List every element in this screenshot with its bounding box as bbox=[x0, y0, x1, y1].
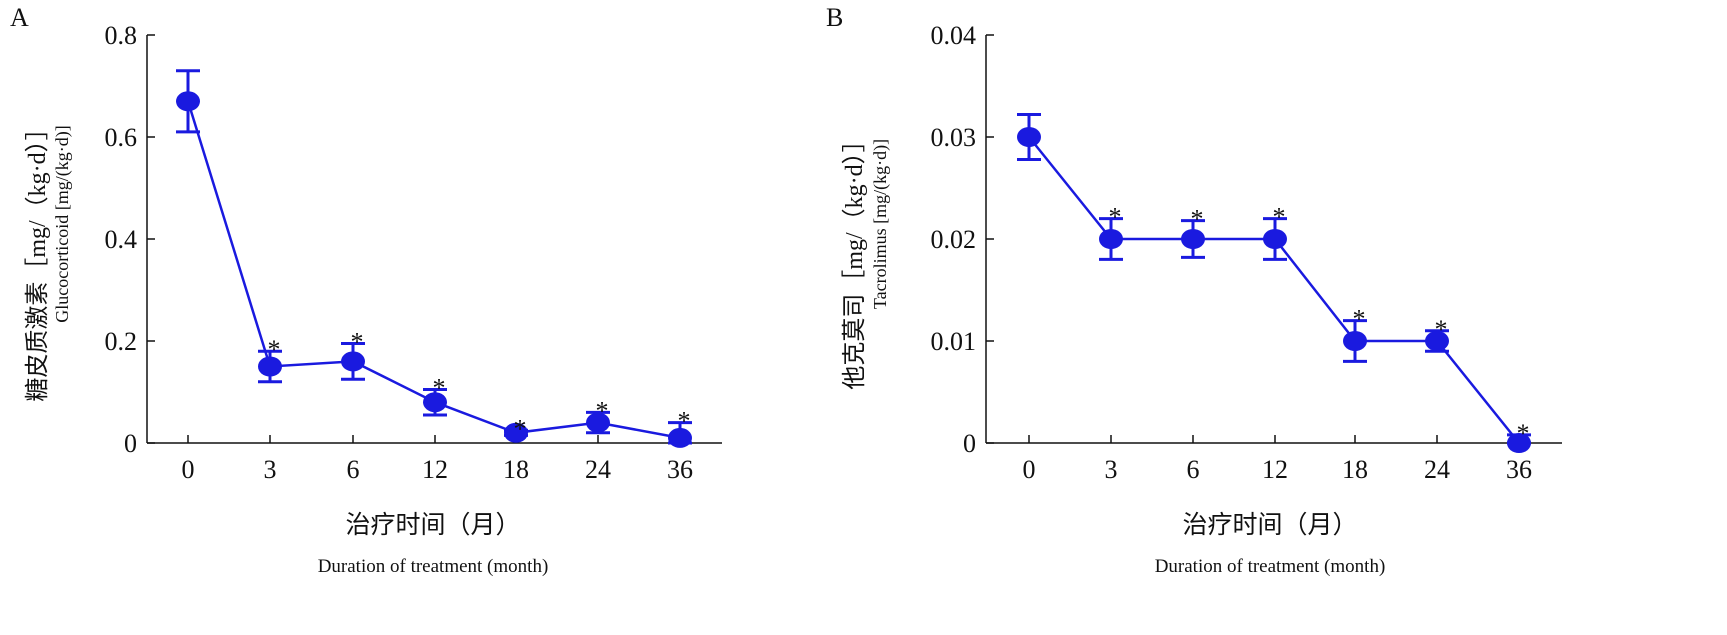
x-axis-title-en: Duration of treatment (month) bbox=[1155, 556, 1386, 577]
significance-marker: * bbox=[678, 407, 691, 436]
data-point bbox=[1263, 229, 1287, 249]
data-point bbox=[176, 91, 200, 112]
significance-marker: * bbox=[268, 335, 281, 364]
x-axis-title-cn: 治疗时间（月） bbox=[1182, 511, 1357, 539]
data-point bbox=[1343, 331, 1367, 351]
y-axis-title-en: Glucocorticoid [mg/(kg·d)] bbox=[52, 125, 73, 322]
y-axis-title-cn: 糖皮质激素［mg/（kg·d）］ bbox=[24, 116, 51, 401]
data-point bbox=[1099, 229, 1123, 249]
y-tick-label: 0.4 bbox=[105, 225, 138, 254]
x-tick-label: 0 bbox=[1023, 455, 1036, 484]
x-tick-label: 3 bbox=[264, 455, 277, 484]
y-tick-label: 0.01 bbox=[931, 327, 977, 356]
data-point bbox=[1425, 331, 1449, 351]
y-tick-label: 0 bbox=[963, 429, 976, 458]
data-point bbox=[586, 412, 610, 433]
x-tick-label: 6 bbox=[1187, 455, 1200, 484]
significance-marker: * bbox=[1191, 205, 1204, 234]
y-axis-title-en: Tacrolimus [mg/(kg·d)] bbox=[870, 139, 891, 309]
panel-label: A bbox=[10, 3, 29, 32]
significance-marker: * bbox=[1273, 203, 1286, 232]
significance-marker: * bbox=[1353, 305, 1366, 334]
significance-marker: * bbox=[351, 328, 364, 357]
x-tick-label: 18 bbox=[1342, 455, 1368, 484]
x-tick-label: 36 bbox=[1506, 455, 1532, 484]
y-tick-label: 0.04 bbox=[931, 21, 977, 50]
data-point bbox=[1181, 229, 1205, 249]
data-point bbox=[1017, 127, 1041, 147]
significance-marker: * bbox=[1109, 203, 1122, 232]
x-tick-label: 36 bbox=[667, 455, 693, 484]
significance-marker: * bbox=[596, 396, 609, 425]
x-tick-label: 6 bbox=[347, 455, 360, 484]
panel-label: B bbox=[826, 3, 843, 32]
y-tick-label: 0.02 bbox=[931, 225, 977, 254]
x-tick-label: 12 bbox=[422, 455, 448, 484]
y-axis-title-cn: 他克莫司［mg/（kg·d）］ bbox=[841, 128, 868, 389]
y-tick-label: 0 bbox=[124, 429, 137, 458]
y-tick-label: 0.2 bbox=[105, 327, 138, 356]
data-point bbox=[504, 422, 528, 443]
significance-marker: * bbox=[1435, 315, 1448, 344]
significance-marker: * bbox=[433, 373, 446, 402]
y-tick-label: 0.03 bbox=[931, 123, 977, 152]
x-axis-title-cn: 治疗时间（月） bbox=[345, 511, 520, 539]
y-tick-label: 0.6 bbox=[105, 123, 138, 152]
y-tick-label: 0.8 bbox=[105, 21, 138, 50]
chart-panel-b: B00.010.020.030.040 3 6 12 18 24 36治疗时间（月）Dura… bbox=[826, 3, 1562, 577]
x-tick-label: 3 bbox=[1105, 455, 1118, 484]
x-tick-label: 24 bbox=[1424, 455, 1450, 484]
x-tick-label: 12 bbox=[1262, 455, 1288, 484]
x-tick-label: 24 bbox=[585, 455, 611, 484]
x-tick-label: 18 bbox=[503, 455, 529, 484]
series-line bbox=[1028, 136, 1520, 444]
data-point bbox=[1507, 433, 1531, 453]
data-point bbox=[668, 427, 692, 448]
data-point bbox=[423, 392, 447, 413]
chart-panel-a: A00.20.40.60.80 3 6 12 18 24 36治疗时间（月）Duration… bbox=[10, 3, 722, 577]
data-point bbox=[341, 351, 365, 372]
data-point bbox=[258, 356, 282, 377]
significance-marker: * bbox=[1517, 419, 1530, 448]
x-tick-label: 0 bbox=[182, 455, 195, 484]
significance-marker: * bbox=[514, 414, 527, 443]
x-axis-title-en: Duration of treatment (month) bbox=[318, 556, 549, 577]
